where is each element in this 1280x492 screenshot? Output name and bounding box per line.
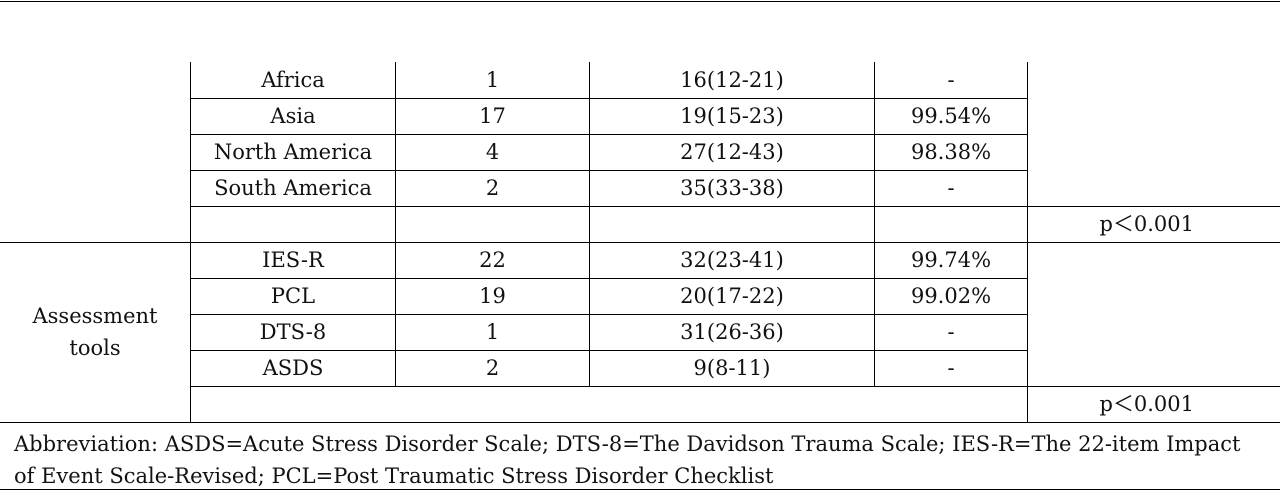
top-rule xyxy=(0,1,1280,2)
col-divider xyxy=(874,242,875,386)
i2-cell: - xyxy=(947,355,955,380)
row-divider xyxy=(190,98,1028,99)
footnote-bottom-rule xyxy=(0,489,1280,490)
row-divider xyxy=(190,278,1028,279)
i2-cell: - xyxy=(947,175,955,200)
n-cell: 2 xyxy=(485,175,500,200)
group-cell: South America xyxy=(214,175,372,200)
col-divider xyxy=(589,242,590,386)
n-cell: 1 xyxy=(485,67,500,92)
estimate-cell: 27(12-43) xyxy=(680,139,784,164)
n-cell: 2 xyxy=(485,355,500,380)
i2-cell: - xyxy=(947,67,955,92)
section-divider xyxy=(0,242,1280,243)
i2-cell: 99.74% xyxy=(910,247,992,272)
n-cell: 17 xyxy=(479,103,506,128)
estimate-cell: 19(15-23) xyxy=(680,103,784,128)
col-divider xyxy=(1027,62,1028,422)
estimate-cell: 31(26-36) xyxy=(680,319,784,344)
estimate-cell: 32(23-41) xyxy=(680,247,784,272)
i2-cell: - xyxy=(947,319,955,344)
group-cell: ASDS xyxy=(262,355,324,380)
col-divider xyxy=(589,62,590,242)
n-cell: 19 xyxy=(479,283,506,308)
estimate-cell: 16(12-21) xyxy=(680,67,784,92)
i2-cell: 99.54% xyxy=(910,103,992,128)
estimate-cell: 35(33-38) xyxy=(680,175,784,200)
group-cell: DTS-8 xyxy=(259,319,327,344)
row-divider xyxy=(190,134,1028,135)
group-cell: PCL xyxy=(270,283,316,308)
col-divider xyxy=(190,62,191,422)
estimate-cell: 20(17-22) xyxy=(680,283,784,308)
n-cell: 22 xyxy=(479,247,506,272)
row-divider xyxy=(190,350,1028,351)
section-label: Assessment tools xyxy=(0,242,190,422)
n-cell: 4 xyxy=(485,139,500,164)
group-cell: IES-R xyxy=(262,247,324,272)
i2-cell: 98.38% xyxy=(910,139,992,164)
col-divider xyxy=(395,62,396,242)
row-divider xyxy=(190,206,1280,207)
group-cell: North America xyxy=(213,139,373,164)
section-label-line2: tools xyxy=(69,336,121,360)
row-divider xyxy=(190,386,1280,387)
n-cell: 1 xyxy=(485,319,500,344)
i2-cell: 99.02% xyxy=(910,283,992,308)
row-divider xyxy=(190,170,1028,171)
table-footnote: Abbreviation: ASDS=Acute Stress Disorder… xyxy=(14,432,1241,488)
col-divider xyxy=(874,62,875,242)
group-cell: Asia xyxy=(270,103,316,128)
estimate-cell: 9(8-11) xyxy=(693,355,771,380)
table-bottom-rule xyxy=(0,422,1280,423)
p-value-cell: p＜0.001 xyxy=(1099,211,1194,236)
group-cell: Africa xyxy=(261,67,325,92)
row-divider xyxy=(190,314,1028,315)
section-label-line1: Assessment xyxy=(32,304,158,328)
p-value-cell: p＜0.001 xyxy=(1099,391,1194,416)
col-divider xyxy=(395,242,396,386)
